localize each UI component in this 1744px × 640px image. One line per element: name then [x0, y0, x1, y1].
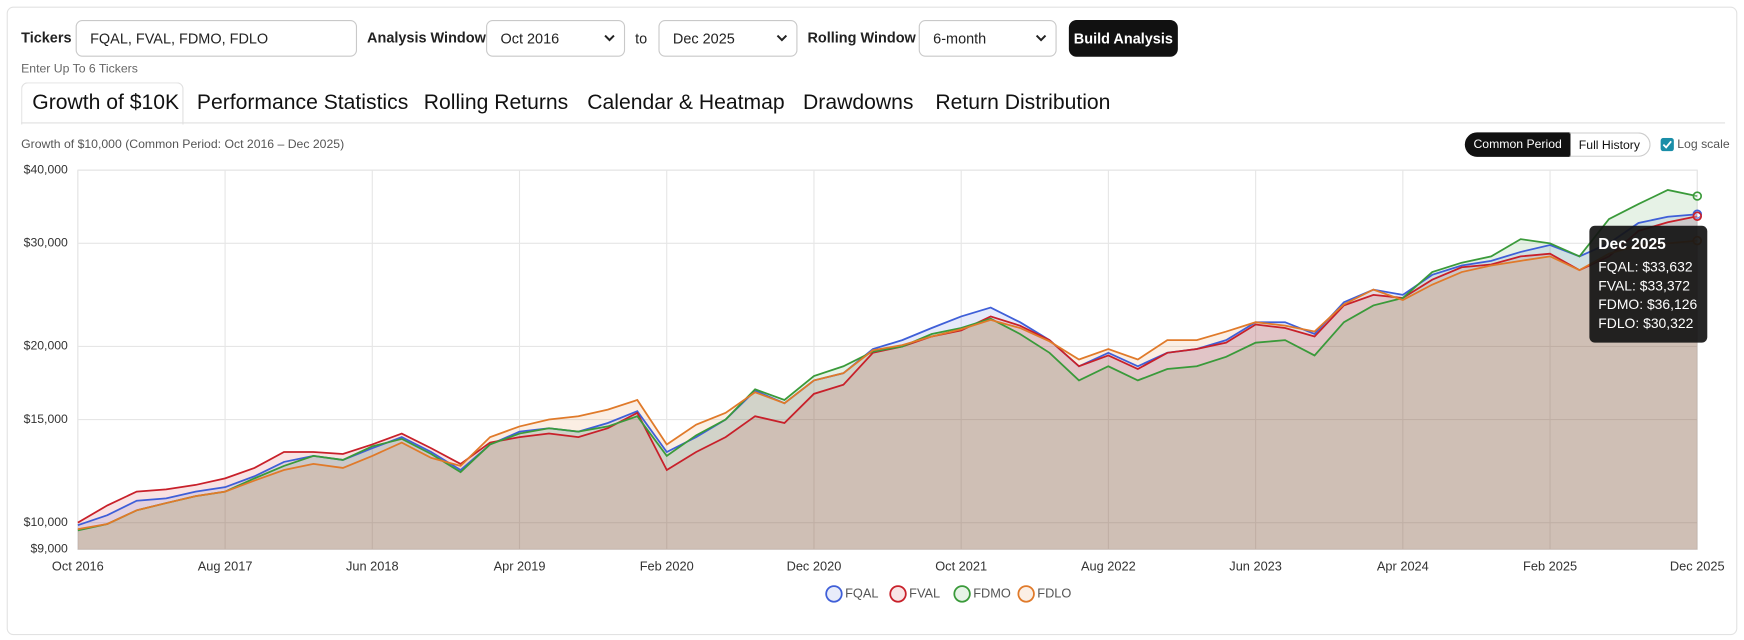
- series-area: [77, 216, 1698, 550]
- y-tick-label: $10,000: [24, 515, 68, 529]
- chart-subtitle: Growth of $10,000 (Common Period: Oct 20…: [21, 137, 345, 152]
- window-end-select[interactable]: Dec 2025: [658, 20, 798, 57]
- select-value: 6-month: [933, 30, 987, 47]
- tooltip-line: FDLO: $30,322: [1598, 315, 1694, 332]
- x-tick-label: Apr 2024: [1377, 559, 1429, 574]
- legend-label: FDMO: [973, 585, 1011, 600]
- legend-label: FVAL: [909, 585, 940, 600]
- series-line: [77, 189, 1698, 532]
- legend-swatch: [953, 585, 971, 603]
- log-checkbox[interactable]: [1660, 137, 1674, 152]
- window-label: Analysis Window: [367, 28, 486, 46]
- hover-point: [1692, 191, 1703, 201]
- common-period-toggle[interactable]: Common Period: [1464, 132, 1571, 157]
- legend-swatch: [889, 585, 907, 603]
- chevron: [604, 34, 615, 42]
- full-history-toggle[interactable]: Full History: [1569, 132, 1651, 157]
- y-tick-label: $40,000: [24, 162, 68, 176]
- x-tick-label: Apr 2019: [494, 559, 546, 574]
- legend-item: FDMO: [953, 585, 1011, 603]
- y-tick-label: $20,000: [24, 339, 68, 353]
- tab[interactable]: Performance Statistics: [196, 91, 409, 115]
- series-area: [77, 214, 1698, 550]
- tooltip-title: Dec 2025: [1598, 234, 1666, 253]
- tickers-hint: Enter Up To 6 Tickers: [21, 62, 138, 76]
- legend-item: FVAL: [889, 585, 940, 603]
- tooltip-line: FVAL: $33,372: [1598, 278, 1691, 294]
- x-tick-label: Jun 2023: [1229, 559, 1282, 574]
- rolling-select[interactable]: 6-month: [918, 20, 1057, 57]
- card: [6, 6, 1738, 636]
- to-label: to: [635, 30, 648, 47]
- y-tick-label: $9,000: [30, 542, 68, 556]
- legend-label: FDLO: [1037, 585, 1071, 600]
- select-value: Oct 2016: [500, 30, 560, 47]
- log-label: Log scale: [1677, 137, 1730, 152]
- tooltip-line: FQAL: $33,632: [1598, 259, 1693, 275]
- x-tick-label: Feb 2020: [640, 559, 694, 574]
- legend-swatch: [1017, 585, 1035, 603]
- x-tick-label: Feb 2025: [1523, 559, 1577, 574]
- window-start-select[interactable]: Oct 2016: [486, 20, 626, 57]
- build-button[interactable]: Build Analysis: [1068, 20, 1178, 57]
- series-area: [77, 189, 1698, 550]
- x-tick-label: Oct 2016: [52, 559, 104, 574]
- tooltip-line: FDMO: $36,126: [1598, 296, 1698, 313]
- tab[interactable]: Calendar & Heatmap: [587, 91, 785, 115]
- series-area: [77, 240, 1698, 550]
- tab[interactable]: Rolling Returns: [423, 91, 569, 115]
- x-tick-label: Jun 2018: [346, 559, 399, 574]
- legend-item: FQAL: [825, 585, 878, 603]
- tab-divider: [21, 122, 1726, 124]
- x-tick-label: Oct 2021: [935, 559, 987, 574]
- series-line: [77, 239, 1698, 530]
- select-value: Dec 2025: [672, 30, 735, 47]
- y-tick-label: $15,000: [24, 412, 68, 426]
- x-tick-label: Dec 2020: [787, 559, 842, 574]
- x-tick-label: Aug 2022: [1081, 559, 1136, 574]
- legend-item: FDLO: [1017, 585, 1071, 603]
- tab[interactable]: Return Distribution: [935, 91, 1111, 115]
- tab[interactable]: Drawdowns: [803, 91, 914, 115]
- rolling-label: Rolling Window: [807, 28, 916, 46]
- y-tick-label: $30,000: [24, 236, 68, 250]
- active-tab-frame: [21, 82, 184, 125]
- tab[interactable]: Growth of $10K: [32, 91, 180, 115]
- chevron: [776, 34, 788, 42]
- x-tick-label: Dec 2025: [1670, 559, 1725, 574]
- legend-swatch: [825, 585, 843, 603]
- tickers-input[interactable]: FQAL, FVAL, FDMO, FDLO: [75, 20, 358, 57]
- chevron: [1035, 34, 1047, 42]
- tickers-label: Tickers: [21, 28, 72, 46]
- tooltip: Dec 2025 FQAL: $33,632 FVAL: $33,372 FDM…: [1589, 225, 1708, 343]
- x-tick-label: Aug 2017: [198, 559, 253, 574]
- legend-label: FQAL: [845, 585, 878, 600]
- hover-point: [1692, 211, 1703, 221]
